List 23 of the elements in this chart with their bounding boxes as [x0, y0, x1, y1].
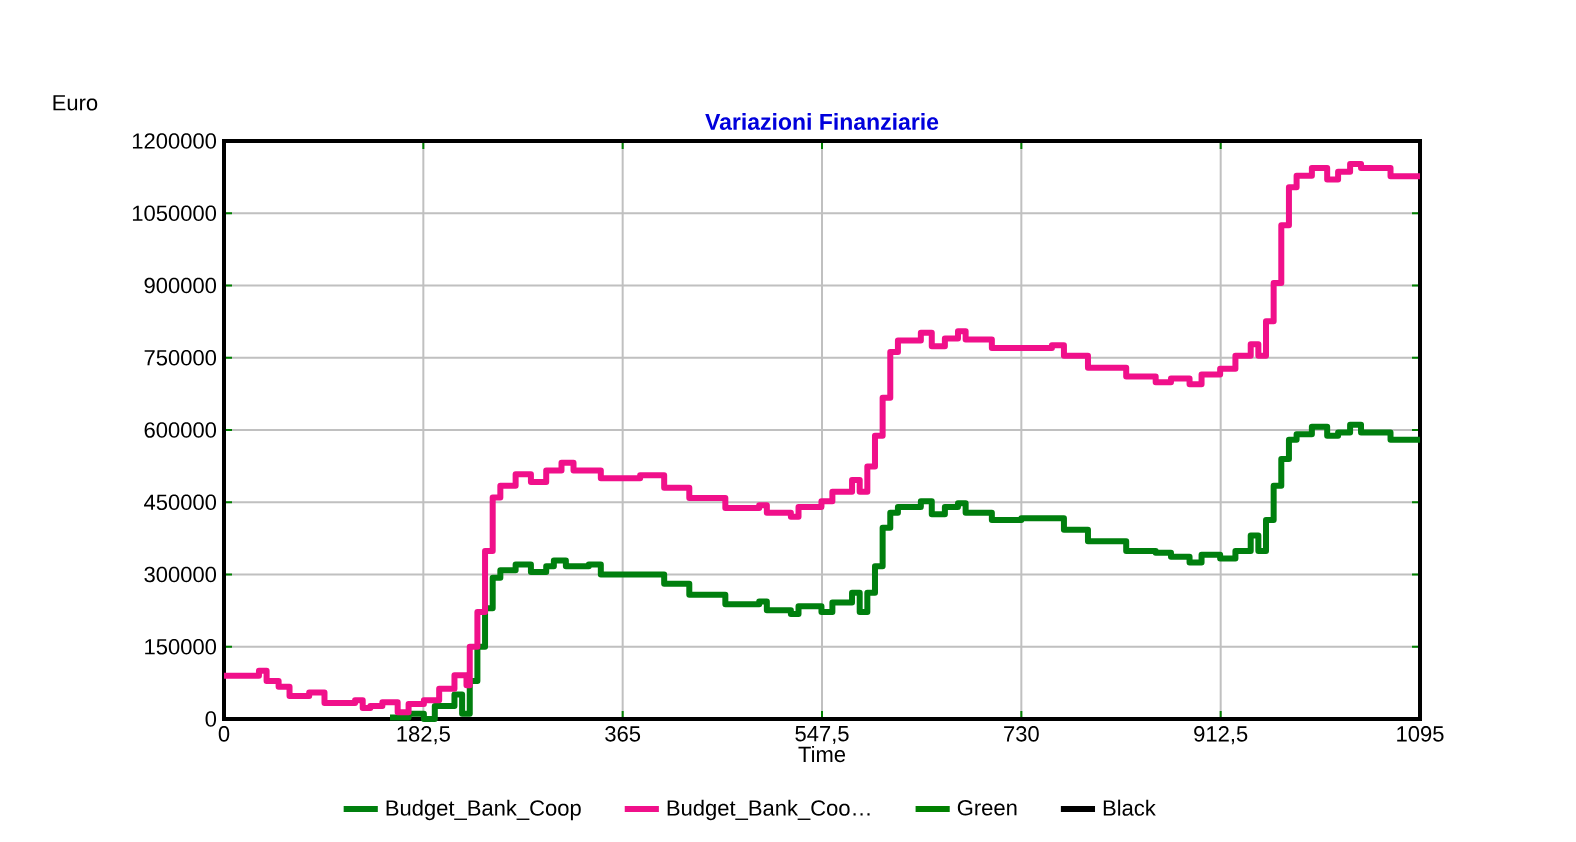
y-tick-label: 900000 [144, 277, 217, 294]
x-tick-label: 547,5 [795, 726, 849, 745]
y-tick-label: 1050000 [132, 205, 217, 222]
x-tick-label: 730 [1004, 726, 1039, 742]
y-axis-title: Euro [53, 95, 98, 111]
y-tick-label: 750000 [144, 349, 217, 366]
x-tick-label: 1095 [1397, 726, 1444, 742]
legend-label: Budget_Bank_Coop [386, 799, 581, 821]
legend-label: Green [957, 799, 1017, 816]
y-tick-label: 1200000 [132, 133, 217, 149]
x-tick-label: 182,5 [397, 726, 450, 745]
legend-label: Budget_Bank_Coo… [667, 799, 870, 821]
x-tick-label: 0 [218, 726, 230, 742]
x-tick-label: 365 [605, 726, 641, 742]
y-tick-label: 300000 [144, 566, 217, 583]
x-tick-label: 912,5 [1194, 726, 1248, 745]
x-axis-title: Time [798, 745, 846, 763]
y-tick-label: 0 [205, 711, 217, 727]
legend-label: Black [1103, 799, 1156, 816]
chart-title: Variazioni Finanziarie [705, 113, 939, 130]
y-tick-label: 600000 [144, 422, 217, 438]
y-tick-label: 450000 [144, 494, 217, 511]
y-tick-label: 150000 [145, 638, 217, 655]
